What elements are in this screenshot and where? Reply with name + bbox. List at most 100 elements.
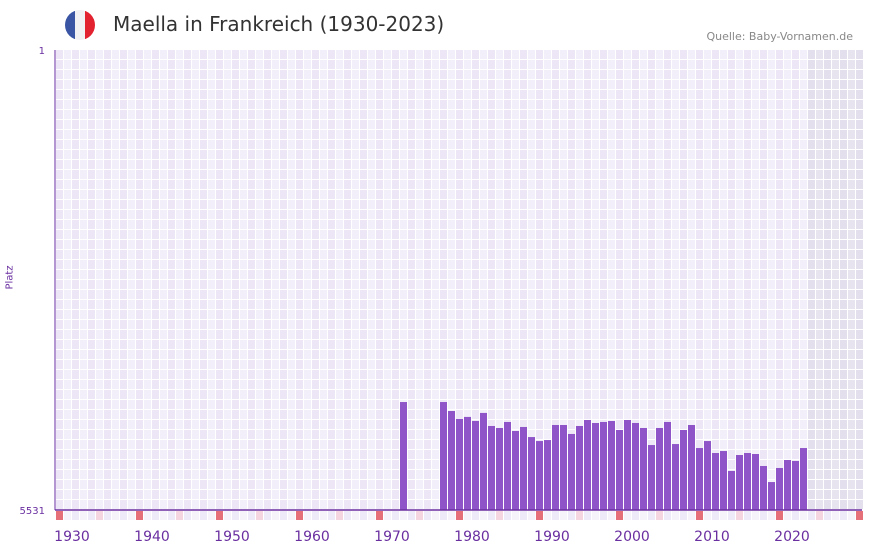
year-marker [712, 511, 719, 520]
bar-2019 [784, 460, 791, 510]
bar-2021 [800, 448, 807, 510]
bar-1994 [584, 419, 591, 510]
year-marker [488, 511, 495, 520]
bar-1996 [600, 421, 607, 510]
bar-1982 [488, 425, 495, 510]
year-marker [496, 511, 503, 520]
year-marker [216, 511, 223, 520]
year-marker [656, 511, 663, 520]
year-marker [776, 511, 783, 520]
year-marker [664, 511, 671, 520]
bar-1984 [504, 421, 511, 510]
x-tick-label: 1940 [134, 529, 170, 545]
bar-1983 [496, 427, 503, 510]
year-marker [96, 511, 103, 520]
bar-1979 [464, 416, 471, 510]
year-marker [800, 511, 807, 520]
bar-2008 [696, 448, 703, 510]
year-marker [240, 511, 247, 520]
bar-1977 [448, 411, 455, 510]
year-marker [480, 511, 487, 520]
bar-2002 [648, 445, 655, 510]
year-marker [424, 511, 431, 520]
year-marker [672, 511, 679, 520]
year-marker [384, 511, 391, 520]
bar-1990 [552, 424, 559, 510]
bar-1988 [536, 441, 543, 510]
year-marker [320, 511, 327, 520]
x-tick-label: 2020 [774, 529, 810, 545]
y-tick-label: 1 [39, 46, 45, 57]
x-tick-label: 2000 [614, 529, 650, 545]
year-marker [784, 511, 791, 520]
year-marker [608, 511, 615, 520]
bar-1995 [592, 422, 599, 510]
bar-1971 [400, 402, 407, 510]
bar-1997 [608, 420, 615, 510]
year-marker [192, 511, 199, 520]
year-marker [432, 511, 439, 520]
year-marker [64, 511, 71, 520]
year-marker [336, 511, 343, 520]
year-marker [376, 511, 383, 520]
year-marker [736, 511, 743, 520]
year-marker [544, 511, 551, 520]
year-marker [408, 511, 415, 520]
year-marker [360, 511, 367, 520]
year-marker [200, 511, 207, 520]
year-marker [288, 511, 295, 520]
bar-1993 [576, 425, 583, 510]
year-marker [344, 511, 351, 520]
year-marker [232, 511, 239, 520]
x-tick-label: 1990 [534, 529, 570, 545]
year-marker [760, 511, 767, 520]
y-tick-label: 5531 [20, 506, 45, 517]
year-marker [520, 511, 527, 520]
year-marker [112, 511, 119, 520]
year-marker [640, 511, 647, 520]
year-marker [80, 511, 87, 520]
year-marker [272, 511, 279, 520]
year-marker [616, 511, 623, 520]
year-marker [400, 511, 407, 520]
bar-2017 [768, 482, 775, 510]
year-marker [696, 511, 703, 520]
year-marker [464, 511, 471, 520]
year-marker [368, 511, 375, 520]
year-marker [752, 511, 759, 520]
bar-2007 [688, 424, 695, 510]
year-marker [856, 511, 863, 520]
year-marker [184, 511, 191, 520]
year-marker [352, 511, 359, 520]
x-tick-label: 2010 [694, 529, 730, 545]
bar-2000 [632, 422, 639, 510]
year-marker [512, 511, 519, 520]
year-marker [584, 511, 591, 520]
year-marker [528, 511, 535, 520]
year-marker [816, 511, 823, 520]
year-marker [280, 511, 287, 520]
year-marker [248, 511, 255, 520]
bar-1985 [512, 430, 519, 510]
bar-1987 [528, 437, 535, 510]
year-marker [448, 511, 455, 520]
bar-2001 [640, 427, 647, 510]
year-marker [848, 511, 855, 520]
source-link[interactable]: Quelle: Baby-Vornamen.de [706, 30, 853, 43]
year-marker [576, 511, 583, 520]
year-marker [472, 511, 479, 520]
year-marker [328, 511, 335, 520]
bar-2013 [736, 455, 743, 510]
bar-1998 [616, 429, 623, 510]
bar-1991 [560, 424, 567, 510]
bar-2003 [656, 427, 663, 510]
year-marker [728, 511, 735, 520]
year-marker [208, 511, 215, 520]
bar-2016 [760, 465, 767, 510]
year-marker [392, 511, 399, 520]
bar-2015 [752, 454, 759, 510]
year-marker [456, 511, 463, 520]
year-marker [152, 511, 159, 520]
